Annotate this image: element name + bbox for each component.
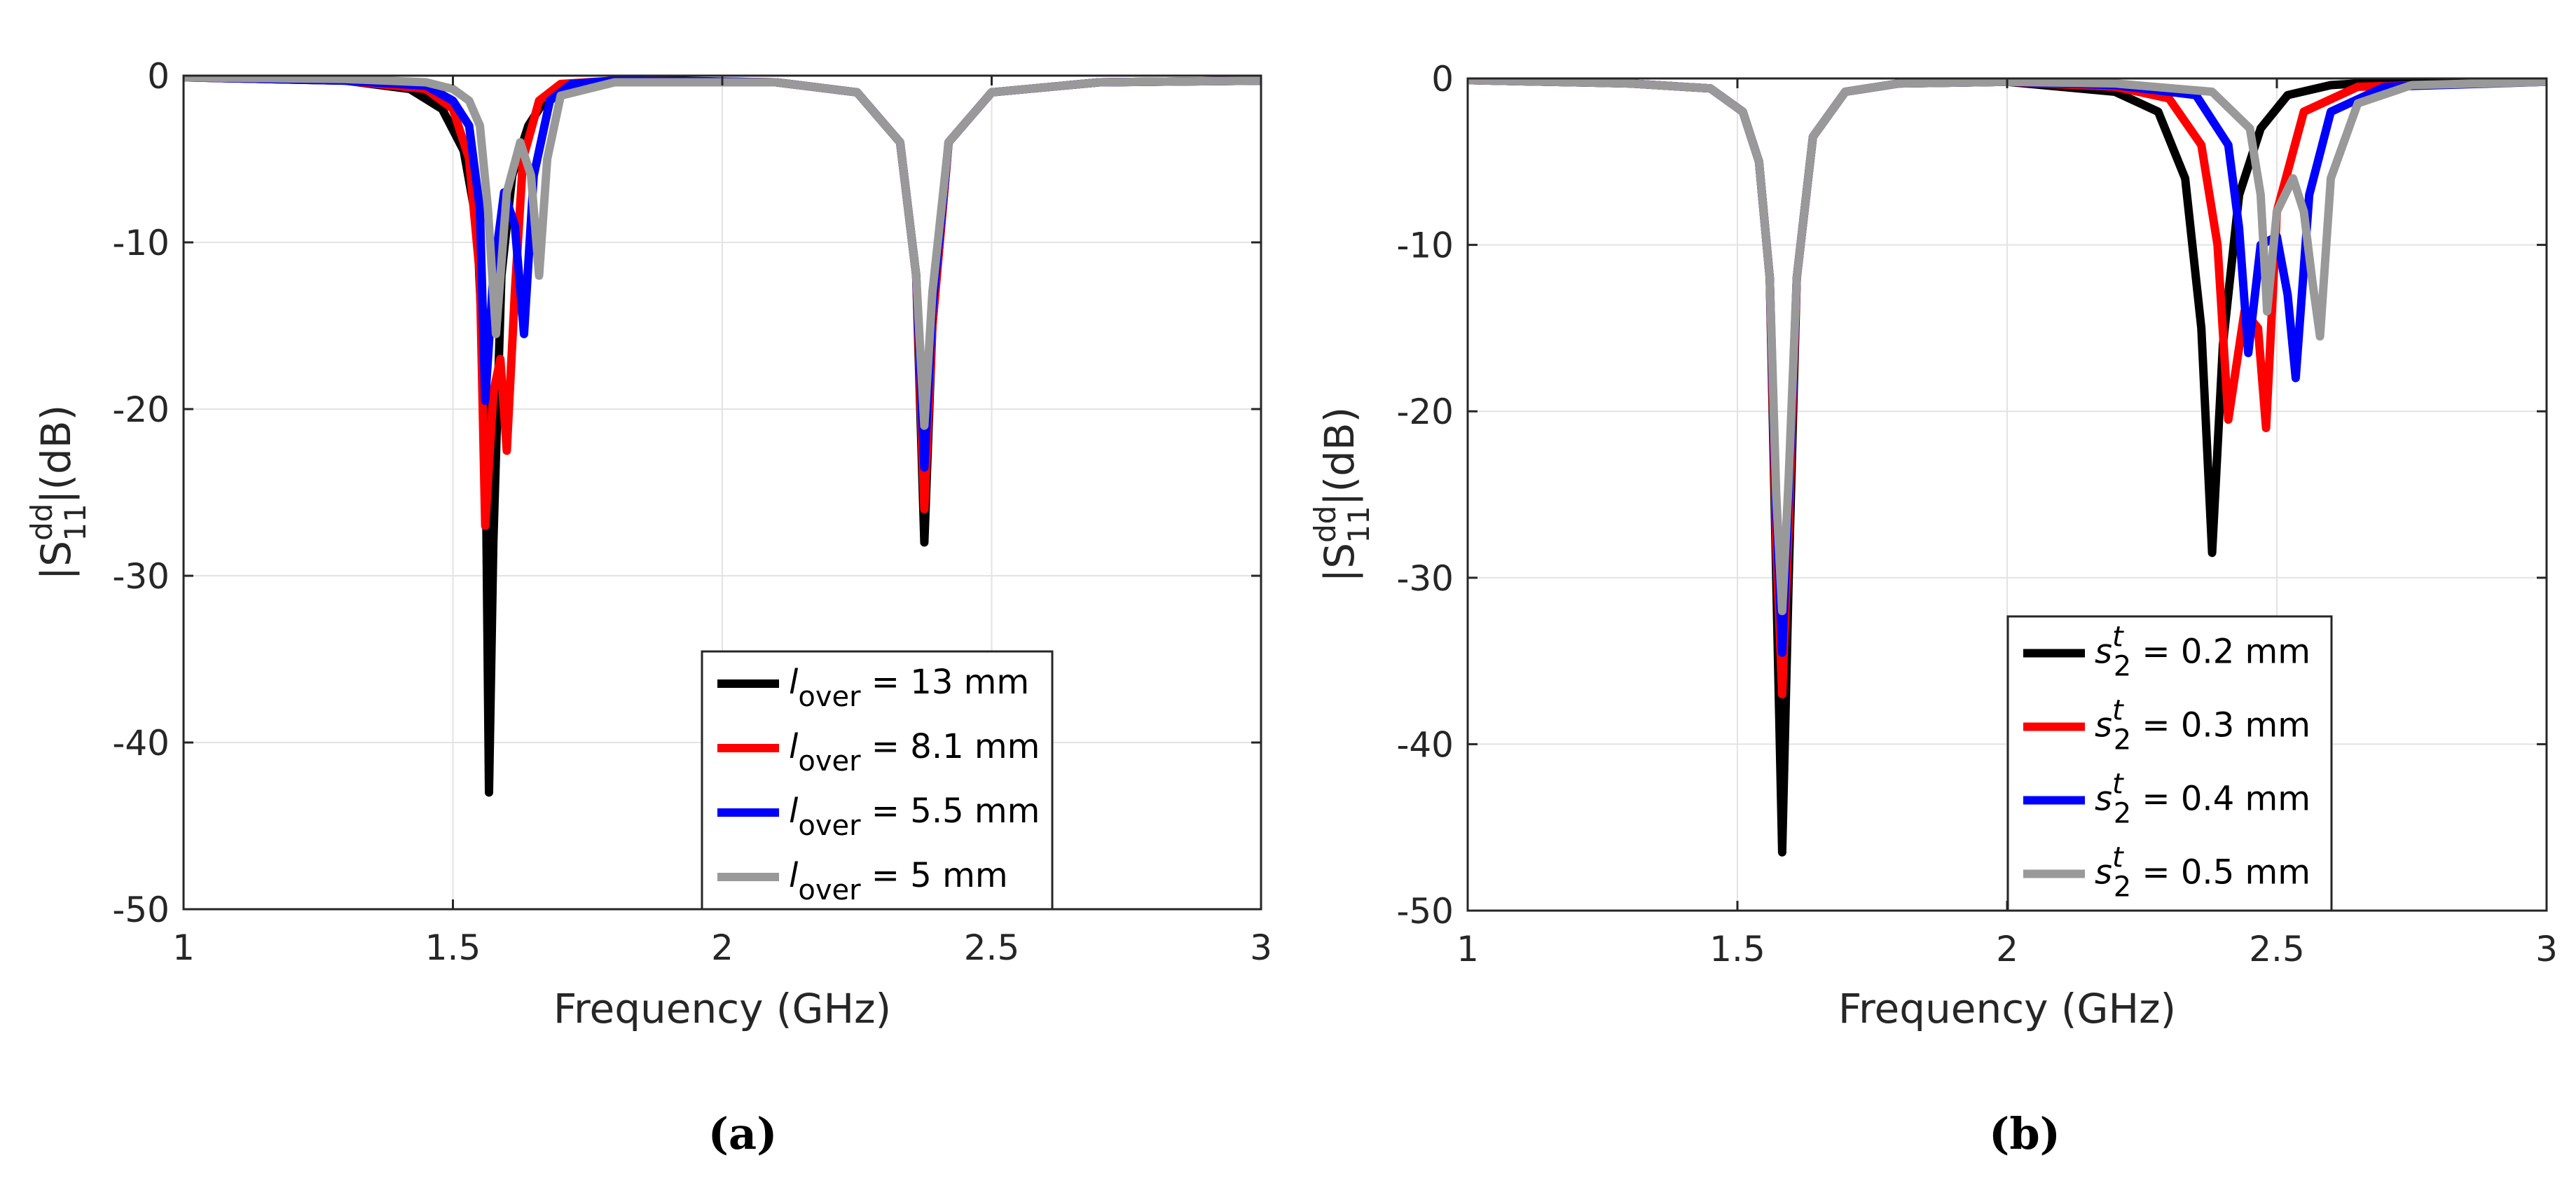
legend-sub: over	[798, 681, 861, 713]
y-label-sub: 11	[1342, 506, 1376, 543]
y-axis-label: |Sdd11|(dB)	[1308, 407, 1376, 583]
y-tick-label: -40	[112, 723, 170, 764]
x-tick-label: 1	[172, 927, 195, 968]
y-tick-label: -40	[1396, 724, 1454, 765]
y-label-sup: dd	[1308, 506, 1342, 543]
legend-sup: t	[2112, 768, 2124, 801]
x-tick-label: 1	[1456, 929, 1479, 969]
legend-sup: t	[2112, 621, 2124, 654]
legend-entry-2: lover = 5.5 mm	[789, 792, 1040, 842]
y-tick-label: -30	[1396, 558, 1454, 599]
legend-sub: over	[798, 874, 861, 906]
y-label-sup: dd	[25, 504, 59, 541]
x-tick-label: 2.5	[2249, 929, 2305, 969]
legend-entry-0: st 2 = 0.2 mm	[2095, 621, 2310, 683]
series-line-3	[184, 76, 1261, 430]
legend-sup: t	[2112, 695, 2124, 727]
legend-symbol: l	[789, 792, 799, 831]
y-label-main: |S	[1316, 543, 1363, 582]
legend-entry-1: lover = 8.1 mm	[789, 727, 1040, 778]
y-tick-label: 0	[1431, 59, 1454, 99]
y-label-rest: |(dB)	[1316, 407, 1363, 506]
legend-entry-1: st 2 = 0.3 mm	[2095, 695, 2310, 757]
legend-sub: 2	[2114, 871, 2131, 904]
y-tick-label: -50	[1396, 891, 1454, 932]
legend-sub: 2	[2114, 651, 2131, 683]
legend-symbol: s	[2095, 706, 2112, 745]
x-tick-label: 1.5	[1709, 929, 1765, 969]
y-axis-label: |Sdd11|(dB)	[25, 405, 92, 581]
legend-sub: 2	[2114, 798, 2131, 830]
x-axis-label: Frequency (GHz)	[1838, 985, 2176, 1032]
legend-sub: 2	[2114, 724, 2131, 757]
legend-sub: over	[798, 810, 861, 842]
y-tick-label: -30	[112, 556, 170, 597]
legend-sub: over	[798, 745, 861, 778]
y-tick-label: -10	[112, 223, 170, 263]
y-label-rest: |(dB)	[32, 405, 80, 504]
legend-entry-3: lover = 5 mm	[789, 856, 1008, 906]
series-group	[184, 76, 1261, 797]
x-tick-label: 1.5	[425, 927, 481, 968]
legend-entry-2: st 2 = 0.4 mm	[2095, 768, 2310, 830]
y-tick-label: -10	[1396, 226, 1454, 266]
legend-symbol: l	[789, 663, 799, 702]
x-axis-label: Frequency (GHz)	[553, 985, 891, 1032]
panel-label: (b)	[1989, 1108, 2060, 1159]
y-tick-label: 0	[147, 56, 170, 97]
y-tick-label: -50	[112, 890, 170, 930]
series-group	[1468, 78, 2547, 857]
y-tick-label: -20	[1396, 392, 1454, 432]
legend-rest: = 8.1 mm	[861, 727, 1040, 766]
legend-symbol: s	[2095, 633, 2112, 672]
legend-rest: = 5.5 mm	[861, 792, 1040, 831]
chart-panel-b: 1 1.5 2 2.5 3 0 -10 -20 -30 -40 -50 Frequency (GHz)…	[1308, 59, 2558, 1159]
legend-box	[2006, 615, 2333, 912]
legend-rest: = 0.3 mm	[2131, 706, 2310, 745]
chart-panel-a: 1 1.5 2 2.5 3 0 -10 -20 -30 -40 -50 Frequency (GHz)…	[25, 56, 1272, 1159]
series-line-3	[1468, 78, 2547, 616]
x-tick-label: 2	[1996, 929, 2018, 969]
legend-sup: t	[2112, 842, 2124, 874]
y-label-sub: 11	[58, 504, 92, 541]
x-tick-label: 3	[1250, 927, 1272, 968]
legend-rest: = 0.2 mm	[2131, 633, 2310, 672]
legend-symbol: l	[789, 727, 799, 766]
legend-symbol: s	[2095, 780, 2112, 819]
legend-rest: = 0.5 mm	[2131, 853, 2310, 892]
y-label-main: |S	[32, 541, 80, 580]
legend-symbol: s	[2095, 853, 2112, 892]
panel-label: (a)	[708, 1108, 778, 1159]
y-tick-label: -20	[112, 389, 170, 430]
legend-rest: = 0.4 mm	[2131, 780, 2310, 819]
legend-rest: = 13 mm	[861, 663, 1030, 702]
legend-entry-0: lover = 13 mm	[789, 663, 1029, 713]
legend-box	[701, 650, 1054, 911]
legend-rest: = 5 mm	[861, 856, 1008, 895]
legend-entry-3: st 2 = 0.5 mm	[2095, 842, 2310, 904]
x-tick-label: 2	[711, 927, 733, 968]
x-tick-label: 3	[2535, 929, 2558, 969]
x-tick-label: 2.5	[964, 927, 1020, 968]
legend-symbol: l	[789, 856, 799, 895]
